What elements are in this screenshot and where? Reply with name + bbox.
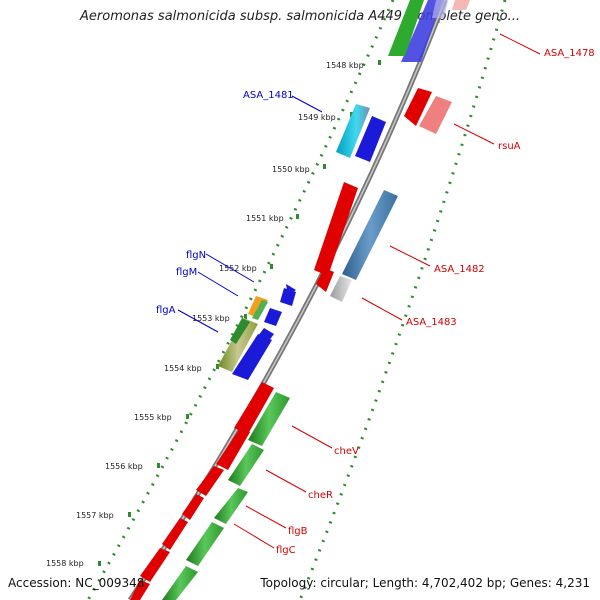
inner-tick-dots [86,0,395,600]
tick-mark [244,314,247,319]
tick-mark [296,214,299,219]
gene-label-rsuA[interactable]: rsuA [498,141,521,152]
feature-flgN[interactable] [280,284,296,306]
tick-label: 1555 kbp [134,413,172,422]
leader-cheV [291,425,333,449]
tick-mark [186,414,189,419]
feature-asa-1478[interactable] [388,0,470,62]
tick-label: 1558 kbp [46,559,84,568]
feature-asa-1483[interactable] [330,276,352,302]
feature-flgC[interactable] [130,518,224,600]
tick-mark [157,463,160,468]
leader-flgC [233,523,275,549]
feature-asa-1481[interactable] [336,104,386,162]
tick-label: 1549 kbp [298,113,336,122]
label-leaders [177,33,541,549]
tick-mark [128,512,131,517]
leader-asa-1483 [361,297,403,321]
tick-label: 1554 kbp [164,364,202,373]
tick-label: 1552 kbp [219,264,257,273]
leader-rsuA [453,123,495,145]
tick-mark [270,264,273,269]
gene-label-cheV[interactable]: cheV [334,446,359,457]
gene-label-asa-1482[interactable]: ASA_1482 [434,264,485,275]
feature-rsuA[interactable] [404,88,452,134]
leader-flgA [177,309,219,333]
leader-flgM [197,271,239,297]
tick-mark [216,364,219,369]
gene-labels: ASA_1478 rsuA ASA_1481 ASA_1482 ASA_1483… [156,48,595,556]
gene-label-flgN[interactable]: flgN [186,250,206,261]
gene-label-asa-1478[interactable]: ASA_1478 [544,48,595,59]
feature-cheR[interactable] [196,428,264,496]
feature-asa-1482[interactable] [314,182,398,292]
feature-flgB[interactable] [182,488,248,524]
tick-mark [98,561,101,566]
gene-label-flgA[interactable]: flgA [156,305,176,316]
gene-label-flgB[interactable]: flgB [288,526,308,537]
gene-label-asa-1481[interactable]: ASA_1481 [243,90,294,101]
feature-cheV[interactable] [234,382,290,446]
tick-mark [378,60,381,65]
scale-ticks: 1548 kbp 1549 kbp 1550 kbp 1551 kbp 1552… [46,60,381,568]
gene-label-cheR[interactable]: cheR [308,490,333,501]
accession-text: Accession: NC_009348 [8,576,145,590]
leader-asa-1481 [291,95,323,113]
gene-label-asa-1483[interactable]: ASA_1483 [406,317,457,328]
tick-label: 1548 kbp [326,61,364,70]
tick-mark [323,164,326,169]
topology-text: Topology: circular; Length: 4,702,402 bp… [260,576,590,590]
feature-flgM[interactable] [248,296,282,326]
tick-label: 1551 kbp [246,214,284,223]
leader-asa-1482 [389,245,431,267]
tick-label: 1556 kbp [105,462,143,471]
tick-label: 1553 kbp [192,314,230,323]
leader-flgB [245,505,287,529]
feature-flgA[interactable] [218,318,274,380]
tick-mark [350,112,353,117]
leader-asa-1478 [499,33,541,55]
leader-flgN [205,253,255,283]
outer-tick-dots [298,0,507,600]
gene-label-flgC[interactable]: flgC [276,545,296,556]
leader-cheR [265,469,307,493]
tick-label: 1550 kbp [272,165,310,174]
gene-label-flgM[interactable]: flgM [176,267,197,278]
tick-label: 1557 kbp [76,511,114,520]
